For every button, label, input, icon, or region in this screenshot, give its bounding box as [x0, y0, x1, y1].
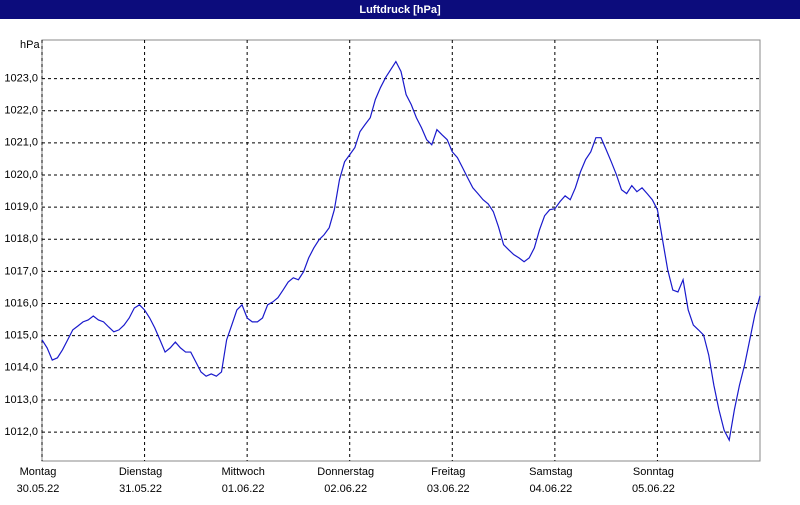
x-tick-label: Freitag — [431, 466, 465, 478]
y-tick-label: 1015,0 — [4, 330, 38, 342]
x-tick-date: 05.06.22 — [632, 483, 675, 495]
x-tick-label: Donnerstag — [317, 466, 374, 478]
y-tick-label: 1023,0 — [4, 72, 38, 84]
y-tick-label: 1017,0 — [4, 265, 38, 277]
x-tick-label: Mittwoch — [221, 466, 264, 478]
x-tick-label: Montag — [20, 466, 57, 478]
x-tick-date: 30.05.22 — [17, 483, 60, 495]
y-tick-label: 1012,0 — [4, 426, 38, 438]
x-tick-date: 04.06.22 — [529, 483, 572, 495]
y-axis-label: hPa — [20, 39, 40, 51]
x-tick-label: Dienstag — [119, 466, 162, 478]
x-tick-label: Samstag — [529, 466, 572, 478]
y-tick-label: 1016,0 — [4, 297, 38, 309]
x-tick-date: 01.06.22 — [222, 483, 265, 495]
y-tick-label: 1014,0 — [4, 362, 38, 374]
x-tick-date: 02.06.22 — [324, 483, 367, 495]
title-bar — [0, 0, 800, 19]
y-tick-label: 1021,0 — [4, 137, 38, 149]
pressure-line — [41, 60, 761, 442]
chart-title: Luftdruck [hPa] — [359, 4, 441, 16]
y-tick-label: 1019,0 — [4, 201, 38, 213]
y-tick-label: 1022,0 — [4, 105, 38, 117]
x-tick-date: 31.05.22 — [119, 483, 162, 495]
x-tick-label: Sonntag — [633, 466, 674, 478]
y-tick-label: 1018,0 — [4, 233, 38, 245]
x-tick-date: 03.06.22 — [427, 483, 470, 495]
y-tick-label: 1013,0 — [4, 394, 38, 406]
y-tick-label: 1020,0 — [4, 169, 38, 181]
